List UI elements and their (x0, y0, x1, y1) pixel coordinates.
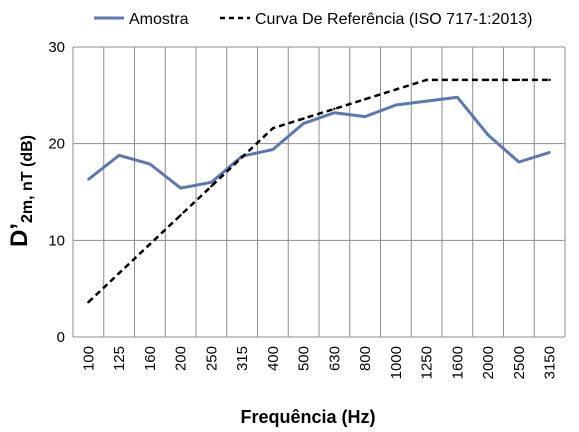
data-point-referencia (117, 272, 121, 275)
data-point-referencia (517, 78, 521, 82)
data-point-amostra (456, 96, 459, 99)
data-point-referencia (87, 301, 90, 304)
x-tick-label: 2000 (480, 346, 497, 379)
legend-label-referencia: Curva De Referência (ISO 717-1:2013) (255, 11, 532, 28)
y-axis-ticks: 0 10 20 30 (48, 39, 65, 346)
data-point-amostra (179, 186, 182, 190)
x-tick-label: 200 (173, 346, 190, 371)
data-point-amostra (148, 162, 152, 166)
data-point-referencia (302, 117, 305, 120)
data-point-referencia (240, 156, 244, 159)
data-point-amostra (548, 151, 551, 154)
data-point-referencia (179, 214, 182, 217)
data-point-referencia (271, 127, 275, 130)
data-point-amostra (333, 111, 336, 114)
data-point-referencia (394, 88, 398, 91)
data-point-referencia (333, 107, 336, 111)
y-tick-label: 30 (48, 39, 65, 56)
x-tick-label: 315 (234, 346, 251, 371)
x-tick-label: 3150 (542, 346, 559, 379)
data-point-referencia (456, 78, 459, 82)
x-tick-label: 250 (203, 346, 220, 371)
legend-label-amostra: Amostra (129, 11, 189, 28)
x-tick-label: 160 (142, 346, 159, 371)
x-tick-label: 100 (80, 346, 97, 371)
data-point-amostra (87, 178, 90, 181)
y-tick-label: 0 (57, 329, 65, 346)
data-point-amostra (117, 154, 121, 157)
y-tick-label: 20 (48, 136, 65, 153)
series-line-amostra (87, 95, 551, 190)
y-tick-label: 10 (48, 232, 65, 249)
data-point-amostra (210, 181, 213, 184)
data-point-referencia (486, 78, 490, 82)
data-point-referencia (548, 78, 551, 82)
y-axis-title: D’2m, nT (dB) (6, 135, 36, 247)
data-point-amostra (363, 115, 367, 118)
x-tick-label: 400 (265, 346, 282, 371)
chart-grid (72, 46, 566, 338)
x-tick-label: 1000 (388, 346, 405, 379)
x-tick-label: 2500 (511, 346, 528, 379)
x-axis-title: Frequência (Hz) (240, 407, 375, 427)
data-point-amostra (486, 133, 490, 137)
y-axis-title-main: D’ (6, 223, 33, 247)
data-point-referencia (363, 98, 367, 101)
x-tick-label: 800 (357, 346, 374, 371)
series-line-referencia (87, 78, 550, 304)
y-axis-title-sub: 2m, nT (dB) (19, 135, 36, 223)
data-point-amostra (302, 122, 305, 125)
data-point-referencia (148, 243, 152, 246)
x-tick-label: 630 (326, 346, 343, 371)
data-point-amostra (517, 160, 521, 164)
data-point-referencia (425, 78, 428, 82)
x-tick-label: 500 (296, 346, 313, 371)
x-tick-label: 1600 (449, 346, 466, 379)
data-point-amostra (425, 99, 428, 103)
legend: Amostra Curva De Referência (ISO 717-1:2… (94, 11, 532, 28)
series-lines (87, 78, 551, 304)
data-point-referencia (210, 185, 213, 188)
data-point-amostra (394, 103, 398, 107)
x-tick-label: 1250 (419, 346, 436, 379)
data-point-amostra (271, 148, 275, 151)
x-axis-ticks: 100 125 160 200 250 315 400 500 630 800 1000 1250 16… (80, 346, 558, 379)
x-tick-label: 125 (111, 346, 128, 371)
